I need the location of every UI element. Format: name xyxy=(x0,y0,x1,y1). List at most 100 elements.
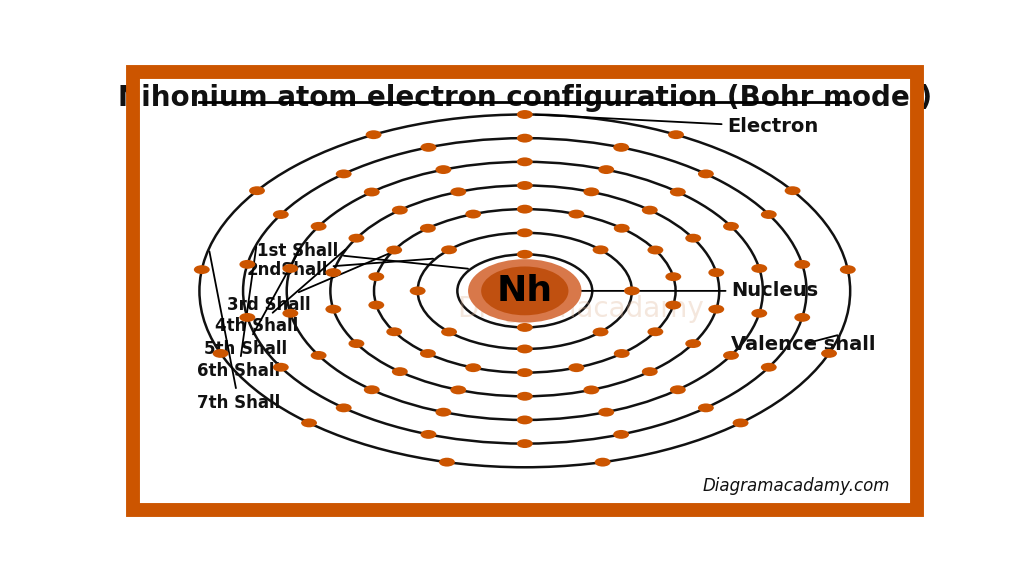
Text: 5th Shall: 5th Shall xyxy=(204,248,301,358)
Circle shape xyxy=(435,165,452,174)
Circle shape xyxy=(568,363,585,372)
Circle shape xyxy=(784,186,801,195)
Text: Nihonium atom electron configuration (Bohr model): Nihonium atom electron configuration (Bo… xyxy=(118,84,932,112)
Circle shape xyxy=(517,392,532,401)
Circle shape xyxy=(336,403,351,412)
Text: 7th Shall: 7th Shall xyxy=(198,251,281,412)
Circle shape xyxy=(517,344,532,354)
Circle shape xyxy=(517,250,532,259)
Circle shape xyxy=(366,130,382,139)
Circle shape xyxy=(310,222,327,231)
Text: Electron: Electron xyxy=(536,115,818,137)
Text: 1st Shall: 1st Shall xyxy=(257,242,468,269)
Text: Diagramacadamy.com: Diagramacadamy.com xyxy=(702,477,890,495)
Circle shape xyxy=(517,323,532,332)
Circle shape xyxy=(465,363,481,372)
Circle shape xyxy=(392,367,408,376)
Circle shape xyxy=(795,260,810,269)
Circle shape xyxy=(194,265,210,274)
Circle shape xyxy=(723,351,739,360)
Circle shape xyxy=(685,234,701,242)
Circle shape xyxy=(421,143,436,152)
Circle shape xyxy=(613,143,629,152)
Circle shape xyxy=(272,363,289,372)
Circle shape xyxy=(336,169,351,179)
Circle shape xyxy=(795,313,810,322)
Circle shape xyxy=(369,301,384,309)
Circle shape xyxy=(517,439,532,448)
Circle shape xyxy=(666,272,681,281)
Circle shape xyxy=(213,349,228,358)
Circle shape xyxy=(613,349,630,358)
Circle shape xyxy=(517,228,532,237)
Circle shape xyxy=(595,458,610,467)
Circle shape xyxy=(517,181,532,190)
Text: Diagramacadamy: Diagramacadamy xyxy=(457,294,703,323)
Circle shape xyxy=(761,363,777,372)
Circle shape xyxy=(364,188,380,196)
Circle shape xyxy=(272,210,289,219)
Circle shape xyxy=(593,245,608,254)
Circle shape xyxy=(752,309,767,318)
Circle shape xyxy=(240,313,255,322)
Circle shape xyxy=(310,351,327,360)
Circle shape xyxy=(709,268,724,277)
Circle shape xyxy=(624,286,640,295)
Circle shape xyxy=(326,268,341,277)
Circle shape xyxy=(410,286,426,295)
Circle shape xyxy=(301,419,317,427)
Circle shape xyxy=(517,134,532,143)
Circle shape xyxy=(326,305,341,313)
Circle shape xyxy=(451,187,466,196)
Circle shape xyxy=(647,327,664,336)
Circle shape xyxy=(421,430,436,439)
Circle shape xyxy=(348,234,365,242)
Circle shape xyxy=(647,245,664,255)
Circle shape xyxy=(698,403,714,412)
Circle shape xyxy=(670,188,686,196)
Circle shape xyxy=(249,186,265,195)
Circle shape xyxy=(465,210,481,218)
Circle shape xyxy=(666,301,681,309)
Circle shape xyxy=(386,245,402,255)
Circle shape xyxy=(517,204,532,214)
Circle shape xyxy=(584,187,599,196)
Circle shape xyxy=(441,328,457,336)
Circle shape xyxy=(593,328,608,336)
Circle shape xyxy=(821,349,837,358)
Text: 3rd Shall: 3rd Shall xyxy=(227,253,389,314)
Circle shape xyxy=(568,210,585,218)
Circle shape xyxy=(435,408,452,416)
Circle shape xyxy=(685,339,701,348)
Circle shape xyxy=(613,430,629,439)
Circle shape xyxy=(517,157,532,166)
Circle shape xyxy=(420,349,436,358)
Circle shape xyxy=(668,130,684,139)
Circle shape xyxy=(598,408,614,416)
Circle shape xyxy=(752,264,767,273)
Circle shape xyxy=(364,385,380,394)
Circle shape xyxy=(732,419,749,427)
Text: 6th Shall: 6th Shall xyxy=(198,247,281,380)
Circle shape xyxy=(348,339,365,348)
Circle shape xyxy=(420,224,436,233)
Circle shape xyxy=(709,305,724,313)
Circle shape xyxy=(481,267,568,315)
Circle shape xyxy=(386,327,402,336)
Text: 2ndShall: 2ndShall xyxy=(247,259,433,279)
Text: Nh: Nh xyxy=(497,274,553,308)
Circle shape xyxy=(840,265,856,274)
Circle shape xyxy=(517,368,532,377)
Circle shape xyxy=(283,264,298,273)
Circle shape xyxy=(451,385,466,395)
Circle shape xyxy=(392,206,408,215)
Circle shape xyxy=(584,385,599,395)
Circle shape xyxy=(439,458,455,467)
Circle shape xyxy=(517,110,532,119)
Text: Valence shall: Valence shall xyxy=(731,335,876,354)
Circle shape xyxy=(441,245,457,254)
Circle shape xyxy=(670,385,686,394)
Circle shape xyxy=(240,260,255,269)
Text: Nucleus: Nucleus xyxy=(571,282,818,300)
Circle shape xyxy=(468,259,582,323)
